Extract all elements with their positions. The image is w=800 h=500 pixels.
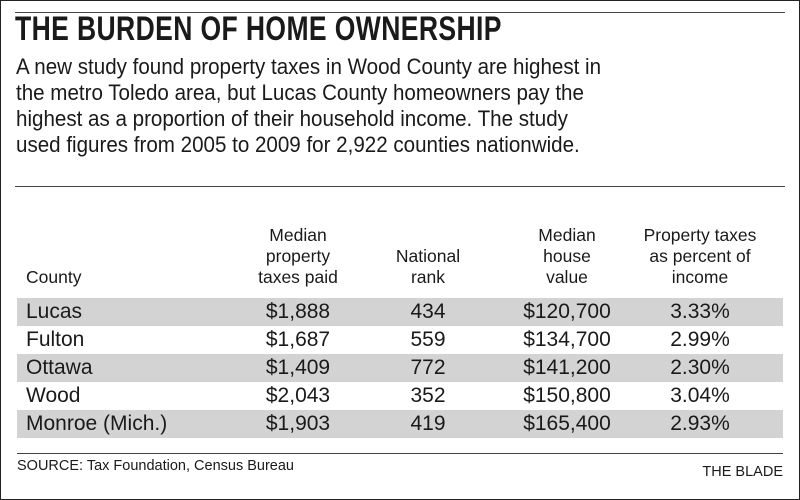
- header-line: rank: [410, 267, 446, 287]
- intro-line: A new study found property taxes in Wood…: [16, 54, 602, 79]
- taxes-cell: $1,687: [265, 328, 331, 351]
- intro-line: the metro Toledo area, but Lucas County …: [16, 80, 584, 105]
- header-rank: National rank: [368, 246, 488, 288]
- header-line: house: [543, 246, 591, 266]
- header-percent: Property taxes as percent of income: [630, 225, 770, 288]
- header-line: taxes paid: [258, 267, 338, 287]
- page-title: THE BURDEN OF HOME OWNERSHIP: [15, 10, 502, 48]
- house-value-cell: $120,700: [523, 300, 611, 323]
- header-line: income: [671, 267, 729, 287]
- header-line: National: [395, 246, 461, 266]
- credit-label: THE BLADE: [702, 464, 783, 480]
- source-note: SOURCE: Tax Foundation, Census Bureau: [17, 458, 294, 474]
- taxes-cell: $1,409: [265, 356, 331, 379]
- table-row: Lucas $1,888 434 $120,700 3.33%: [17, 298, 783, 326]
- rank-cell: 352: [410, 384, 446, 407]
- top-rule: [15, 12, 785, 13]
- intro-text: A new study found property taxes in Wood…: [16, 54, 764, 158]
- county-cell: Monroe (Mich.): [26, 412, 168, 435]
- header-line: value: [546, 267, 588, 287]
- table-header: County Median property taxes paid Nation…: [17, 214, 783, 294]
- rank-cell: 559: [410, 328, 446, 351]
- county-cell: Lucas: [26, 300, 83, 323]
- taxes-cell: $2,043: [265, 384, 331, 407]
- table-row: Wood $2,043 352 $150,800 3.04%: [17, 382, 783, 410]
- header-line: Property taxes: [643, 225, 757, 245]
- header-line: Median: [269, 225, 327, 245]
- data-table: Lucas $1,888 434 $120,700 3.33% Fulton $…: [17, 298, 783, 438]
- county-cell: Ottawa: [26, 356, 93, 379]
- county-cell: Fulton: [26, 328, 85, 351]
- header-line: property: [265, 246, 331, 266]
- house-value-cell: $150,800: [523, 384, 611, 407]
- header-line: Median: [538, 225, 596, 245]
- house-value-cell: $141,200: [523, 356, 611, 379]
- house-value-cell: $134,700: [523, 328, 611, 351]
- header-line: as percent of: [649, 246, 751, 266]
- header-county: County: [26, 267, 81, 288]
- percent-cell: 2.99%: [670, 328, 730, 351]
- taxes-cell: $1,903: [265, 412, 331, 435]
- header-house-value: Median house value: [507, 225, 627, 288]
- rank-cell: 772: [410, 356, 446, 379]
- percent-cell: 2.93%: [670, 412, 730, 435]
- source-divider: [17, 453, 783, 454]
- header-taxes: Median property taxes paid: [233, 225, 363, 288]
- header-line: County: [26, 267, 82, 287]
- intro-divider: [15, 186, 785, 187]
- table-row: Monroe (Mich.) $1,903 419 $165,400 2.93%: [17, 410, 783, 438]
- rank-cell: 419: [410, 412, 446, 435]
- percent-cell: 2.30%: [670, 356, 730, 379]
- county-cell: Wood: [26, 384, 81, 407]
- percent-cell: 3.04%: [670, 384, 730, 407]
- rank-cell: 434: [410, 300, 446, 323]
- table-row: Fulton $1,687 559 $134,700 2.99%: [17, 326, 783, 354]
- table-row: Ottawa $1,409 772 $141,200 2.30%: [17, 354, 783, 382]
- house-value-cell: $165,400: [523, 412, 611, 435]
- taxes-cell: $1,888: [265, 300, 331, 323]
- percent-cell: 3.33%: [670, 300, 730, 323]
- intro-line: highest as a proportion of their househo…: [16, 106, 568, 131]
- intro-line: used figures from 2005 to 2009 for 2,922…: [16, 132, 580, 157]
